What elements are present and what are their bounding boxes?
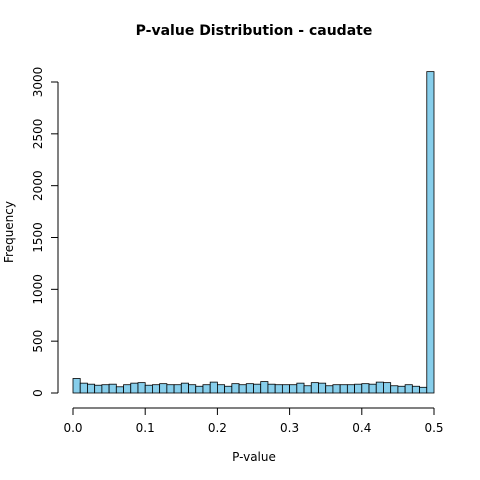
- histogram-bar: [238, 384, 247, 394]
- x-tick-label: 0.2: [208, 421, 227, 435]
- histogram-bar: [411, 385, 420, 394]
- histogram-bar: [152, 384, 161, 394]
- histogram-bar: [303, 385, 312, 394]
- histogram-bar: [267, 383, 276, 394]
- histogram-bar: [72, 378, 81, 394]
- histogram-bar: [216, 384, 226, 394]
- histogram-bar: [426, 71, 435, 394]
- histogram-bar: [159, 383, 168, 394]
- x-tick-label: 0.3: [280, 421, 299, 435]
- histogram-bar: [361, 383, 370, 394]
- histogram-bar: [339, 384, 348, 394]
- y-tick-label: 2500: [31, 119, 45, 150]
- histogram-bar: [354, 383, 363, 394]
- y-axis: 0 500 1000 1500 2000 2500 3000: [31, 67, 59, 397]
- histogram-bar: [419, 386, 428, 394]
- histogram-bar: [224, 385, 233, 394]
- histogram-bar: [390, 385, 399, 394]
- histogram-bar: [123, 384, 132, 394]
- histogram-bar: [87, 383, 96, 394]
- histogram-bar: [115, 386, 124, 394]
- y-tick-label: 1000: [31, 274, 45, 305]
- histogram-bar: [289, 384, 298, 394]
- histogram-bar: [231, 383, 240, 394]
- histogram-bar: [397, 385, 406, 394]
- histogram-bar: [310, 382, 319, 394]
- histogram-bar: [195, 385, 204, 394]
- histogram-bar: [325, 385, 334, 394]
- histogram-bar: [253, 383, 262, 394]
- histogram-bar: [209, 381, 218, 394]
- histogram-bar: [137, 382, 146, 394]
- histogram-bar: [260, 381, 269, 394]
- y-tick-label: 0: [31, 389, 45, 397]
- chart-title: P-value Distribution - caudate: [136, 23, 373, 39]
- histogram-bar: [346, 384, 355, 394]
- x-axis: 0.0 0.1 0.2 0.3 0.4 0.5: [63, 407, 444, 435]
- histogram-bar: [173, 384, 182, 394]
- histogram-bar: [188, 384, 197, 394]
- histogram-bar: [332, 384, 341, 394]
- histogram-bar: [296, 382, 305, 394]
- histogram-bar: [108, 383, 117, 394]
- histogram-bar: [94, 384, 103, 394]
- histogram-bar: [130, 382, 139, 394]
- x-axis-label: P-value: [232, 450, 276, 464]
- x-tick-label: 0.0: [63, 421, 82, 435]
- histogram-bar: [281, 384, 291, 394]
- histogram-bar: [368, 383, 377, 394]
- histogram-bar: [383, 382, 392, 394]
- histogram-bar: [180, 382, 189, 394]
- x-tick-label: 0.4: [352, 421, 371, 435]
- histogram-bar: [245, 383, 254, 394]
- histogram-bar: [318, 382, 327, 394]
- bars-group: [72, 71, 435, 394]
- histogram-bar: [375, 381, 384, 394]
- x-tick-label: 0.5: [424, 421, 443, 435]
- histogram-bar: [202, 384, 211, 394]
- histogram-bar: [79, 382, 88, 394]
- y-tick-label: 3000: [31, 67, 45, 98]
- histogram-bar: [166, 384, 175, 394]
- y-tick-label: 500: [31, 330, 45, 353]
- histogram-bar: [274, 384, 283, 394]
- histogram-bar: [101, 384, 110, 394]
- y-tick-label: 2000: [31, 170, 45, 201]
- y-axis-label: Frequency: [2, 201, 16, 263]
- y-tick-label: 1500: [31, 222, 45, 253]
- histogram-bar: [144, 384, 153, 394]
- histogram-bar: [404, 384, 413, 394]
- x-tick-label: 0.1: [136, 421, 155, 435]
